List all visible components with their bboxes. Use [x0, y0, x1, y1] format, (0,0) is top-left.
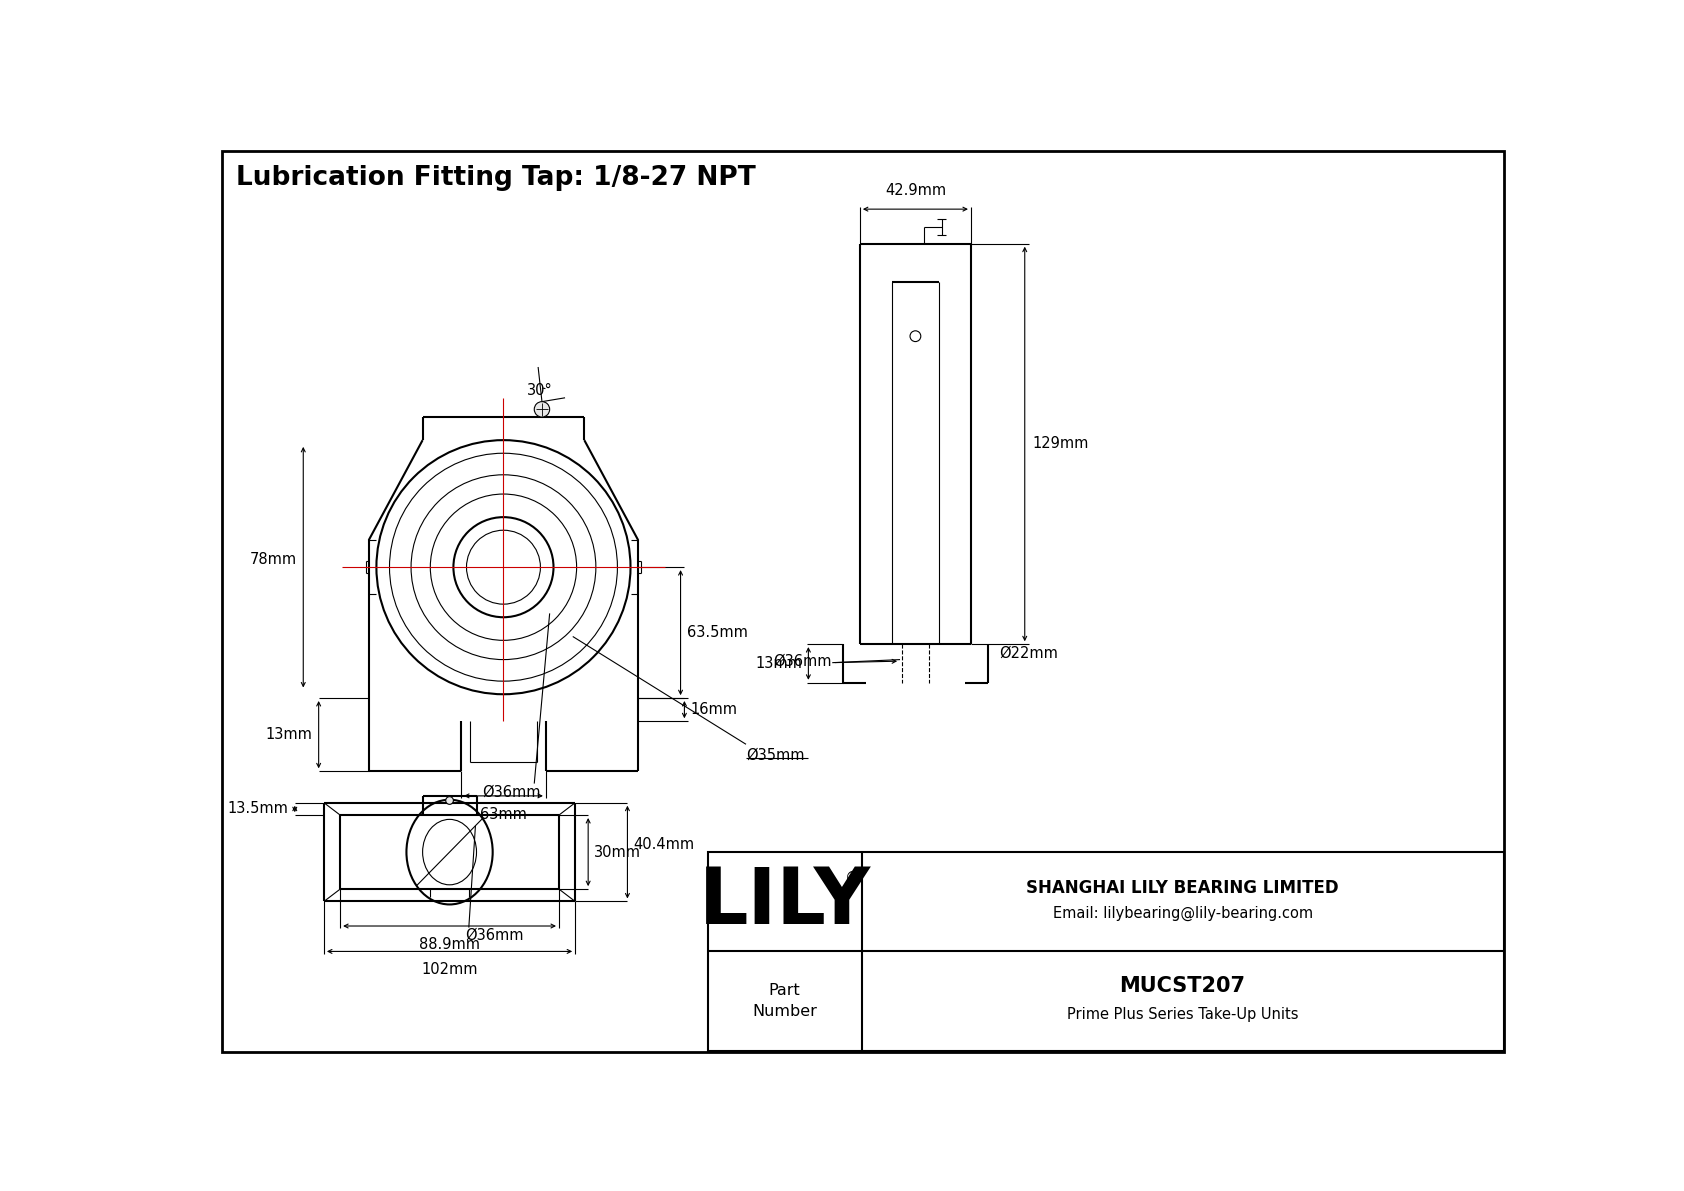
Text: Part
Number: Part Number — [753, 983, 817, 1019]
Text: Prime Plus Series Take-Up Units: Prime Plus Series Take-Up Units — [1068, 1008, 1298, 1022]
Text: Lubrication Fitting Tap: 1/8-27 NPT: Lubrication Fitting Tap: 1/8-27 NPT — [236, 166, 756, 192]
Text: 63.5mm: 63.5mm — [687, 625, 748, 640]
Text: Ø22mm: Ø22mm — [999, 646, 1058, 661]
Text: 63mm: 63mm — [480, 806, 527, 822]
Text: Ø36mm: Ø36mm — [482, 785, 541, 800]
Circle shape — [446, 797, 453, 804]
Text: 13mm: 13mm — [756, 656, 802, 671]
Text: SHANGHAI LILY BEARING LIMITED: SHANGHAI LILY BEARING LIMITED — [1026, 879, 1339, 897]
Text: 16mm: 16mm — [690, 703, 738, 717]
Text: ®: ® — [845, 871, 861, 886]
Text: 78mm: 78mm — [249, 551, 296, 567]
Circle shape — [534, 401, 549, 417]
Text: 88.9mm: 88.9mm — [419, 937, 480, 952]
Text: 13mm: 13mm — [266, 728, 313, 742]
Text: 102mm: 102mm — [421, 962, 478, 977]
Text: 30mm: 30mm — [594, 844, 642, 860]
Text: 30°: 30° — [527, 382, 552, 398]
Text: LILY: LILY — [699, 863, 871, 940]
Text: 129mm: 129mm — [1032, 436, 1090, 451]
Text: MUCST207: MUCST207 — [1120, 975, 1246, 996]
Bar — [707, 852, 1504, 1050]
Text: Ø36mm: Ø36mm — [773, 654, 832, 668]
Text: Ø36mm: Ø36mm — [465, 928, 524, 942]
Text: 13.5mm: 13.5mm — [227, 802, 288, 817]
Text: Email: lilybearing@lily-bearing.com: Email: lilybearing@lily-bearing.com — [1052, 905, 1312, 921]
Text: 40.4mm: 40.4mm — [633, 837, 695, 852]
Text: 42.9mm: 42.9mm — [884, 183, 946, 199]
Text: Ø35mm: Ø35mm — [746, 748, 805, 763]
